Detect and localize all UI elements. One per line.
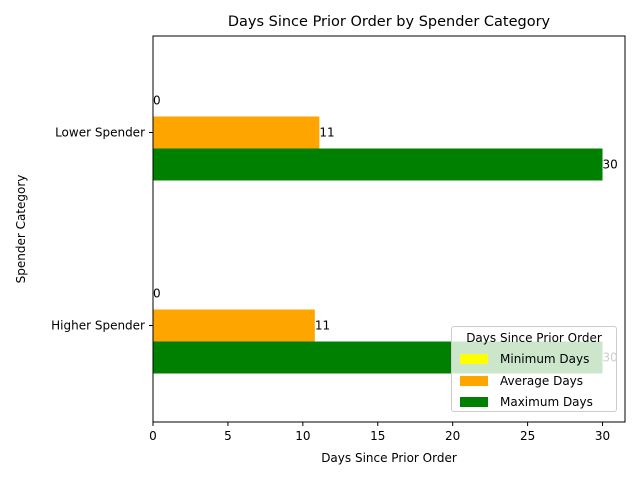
- legend-swatch-maximum: [460, 397, 488, 407]
- x-tick-label: 30: [595, 429, 610, 443]
- legend-item-average-days: Average Days: [460, 373, 583, 389]
- x-tick-label: 15: [370, 429, 385, 443]
- bar-average-days-0: [153, 309, 315, 342]
- legend-label-average: Average Days: [500, 374, 584, 388]
- plot-frame: [152, 35, 626, 423]
- data-label-average-days-0: 11: [315, 319, 330, 333]
- data-label-minimum-days-1: 0: [153, 94, 161, 108]
- chart-title: Days Since Prior Order by Spender Catego…: [228, 14, 551, 30]
- legend-swatch-minimum: [460, 354, 488, 364]
- x-tick-label: 25: [520, 429, 535, 443]
- plot-area: 0 11 30 Higher Spender 0 11 30 Lower Spender 0 5 1…: [51, 35, 626, 443]
- x-tick-label: 0: [149, 429, 157, 443]
- legend-title: Days Since Prior Order: [466, 331, 602, 345]
- bar-average-days-1: [153, 116, 320, 149]
- y-tick-label: Higher Spender: [51, 319, 145, 333]
- legend-label-minimum: Minimum Days: [500, 352, 590, 366]
- data-label-minimum-days-0: 0: [153, 287, 161, 301]
- x-axis-label: Days Since Prior Order: [321, 451, 457, 465]
- legend-item-maximum-days: Maximum Days: [460, 394, 593, 410]
- x-tick-label: 5: [224, 429, 232, 443]
- data-label-maximum-days-1: 30: [603, 158, 618, 172]
- legend: Days Since Prior Order Minimum Days Aver…: [451, 326, 617, 412]
- data-label-average-days-1: 11: [319, 126, 334, 140]
- legend-item-minimum-days: Minimum Days: [460, 351, 589, 367]
- x-tick-label: 20: [445, 429, 460, 443]
- x-tick-label: 10: [295, 429, 310, 443]
- y-tick-label: Lower Spender: [55, 126, 145, 140]
- y-axis-label: Spender Category: [14, 175, 28, 284]
- legend-swatch-average: [460, 376, 488, 386]
- legend-label-maximum: Maximum Days: [500, 395, 593, 409]
- bar-maximum-days-1: [153, 148, 603, 181]
